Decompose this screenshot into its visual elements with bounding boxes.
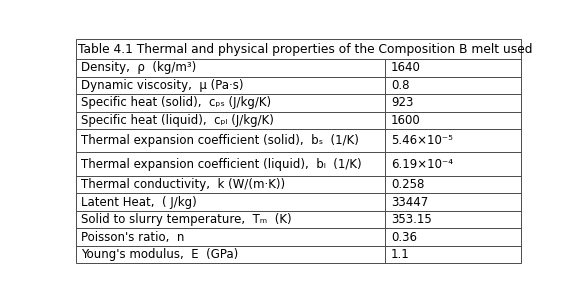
Text: 0.258: 0.258 [391, 178, 424, 191]
Text: Dynamic viscosity,  μ (Pa·s): Dynamic viscosity, μ (Pa·s) [81, 79, 244, 92]
Text: Latent Heat,  ( J/kg): Latent Heat, ( J/kg) [81, 196, 196, 209]
Text: Thermal conductivity,  k (W/(m·K)): Thermal conductivity, k (W/(m·K)) [81, 178, 285, 191]
Text: Specific heat (liquid),  cₚₗ (J/kg/K): Specific heat (liquid), cₚₗ (J/kg/K) [81, 114, 274, 127]
Text: 33447: 33447 [391, 196, 428, 209]
Text: 5.46×10⁻⁵: 5.46×10⁻⁵ [391, 134, 453, 147]
Text: Poisson's ratio,  n: Poisson's ratio, n [81, 230, 184, 244]
Text: 1600: 1600 [391, 114, 421, 127]
Text: 923: 923 [391, 96, 413, 109]
Text: Thermal expansion coefficient (liquid),  bₗ  (1/K): Thermal expansion coefficient (liquid), … [81, 158, 361, 171]
Text: 6.19×10⁻⁴: 6.19×10⁻⁴ [391, 158, 453, 171]
Text: 0.8: 0.8 [391, 79, 409, 92]
Text: Solid to slurry temperature,  Tₘ  (K): Solid to slurry temperature, Tₘ (K) [81, 213, 292, 226]
Text: 0.36: 0.36 [391, 230, 417, 244]
Text: Density,  ρ  (kg/m³): Density, ρ (kg/m³) [81, 61, 196, 75]
Text: 1.1: 1.1 [391, 248, 410, 261]
Text: Specific heat (solid),  cₚₛ (J/kg/K): Specific heat (solid), cₚₛ (J/kg/K) [81, 96, 271, 109]
Text: 1640: 1640 [391, 61, 421, 75]
Text: Table 4.1 Thermal and physical properties of the Composition B melt used: Table 4.1 Thermal and physical propertie… [78, 43, 532, 56]
Text: Young's modulus,  E  (GPa): Young's modulus, E (GPa) [81, 248, 238, 261]
Text: Thermal expansion coefficient (solid),  bₛ  (1/K): Thermal expansion coefficient (solid), b… [81, 134, 359, 147]
Text: 353.15: 353.15 [391, 213, 431, 226]
